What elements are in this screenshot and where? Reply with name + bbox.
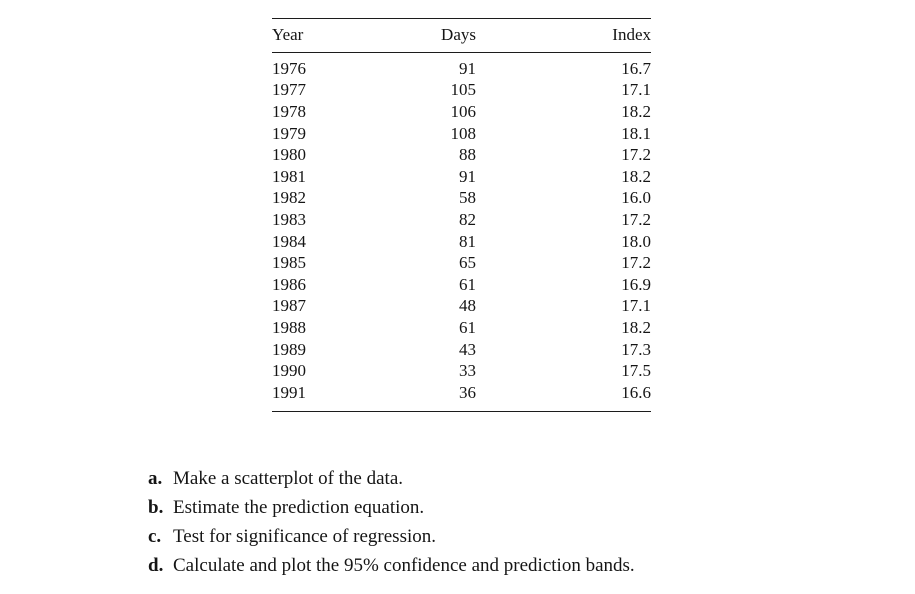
days-cell: 91 <box>459 166 476 186</box>
days-cell: 88 <box>459 145 476 165</box>
table-row: 1978 106 18.2 <box>272 101 651 123</box>
year-cell: 1982 <box>272 188 306 208</box>
index-cell: 18.2 <box>621 101 651 121</box>
days-cell: 58 <box>459 188 476 208</box>
year-cell: 1991 <box>272 381 402 412</box>
table-header: Year Days Index <box>272 18 651 53</box>
year-cell: 1985 <box>272 253 306 273</box>
question-label: d. <box>148 555 164 576</box>
table-row: 1980 88 17.2 <box>272 144 651 166</box>
year-cell: 1976 <box>272 58 306 78</box>
table-row: 1979 108 18.1 <box>272 123 651 145</box>
table-body: 1976 91 16.7 1977 105 17.1 1978 106 18.2 1979 108 1… <box>272 53 651 412</box>
questions-list: a. Make a scatterplot of the data. b. Estim… <box>148 469 828 585</box>
index-cell: 17.1 <box>621 80 651 100</box>
table-row: 1990 33 17.5 <box>272 360 651 382</box>
question-item: c. Test for significance of regression. <box>148 527 828 547</box>
column-header-year: Year <box>272 18 402 53</box>
index-cell: 17.3 <box>621 339 651 359</box>
days-cell: 81 <box>459 231 476 251</box>
index-cell: 18.2 <box>621 317 651 337</box>
index-cell: 17.1 <box>621 296 651 316</box>
days-cell: 61 <box>459 317 476 337</box>
question-text: Estimate the prediction equation. <box>173 497 425 518</box>
year-cell: 1986 <box>272 274 306 294</box>
index-cell: 17.2 <box>621 145 651 165</box>
question-item: d. Calculate and plot the 95% confidence … <box>148 556 828 576</box>
table-row: 1982 58 16.0 <box>272 188 651 210</box>
year-cell: 1981 <box>272 166 306 186</box>
question-label: a. <box>148 468 163 489</box>
year-cell: 1988 <box>272 317 306 337</box>
table-row: 1989 43 17.3 <box>272 339 651 361</box>
table-row: 1991 36 16.6 <box>272 381 651 412</box>
data-table: Year Days Index 1976 91 16.7 1977 105 17.1 197… <box>272 18 651 412</box>
days-cell: 36 <box>402 381 476 412</box>
table-row: 1983 82 17.2 <box>272 209 651 231</box>
question-item: a. Make a scatterplot of the data. <box>148 469 828 489</box>
table-row: 1986 61 16.9 <box>272 274 651 296</box>
table-row: 1985 65 17.2 <box>272 252 651 274</box>
question-label: c. <box>148 526 162 547</box>
question-text: Calculate and plot the 95% confidence an… <box>173 555 635 576</box>
index-cell: 16.7 <box>621 58 651 78</box>
table-row: 1984 81 18.0 <box>272 231 651 253</box>
index-cell: 17.2 <box>621 209 651 229</box>
question-text: Make a scatterplot of the data. <box>173 468 404 489</box>
days-cell: 108 <box>450 123 477 143</box>
question-label: b. <box>148 497 164 518</box>
year-cell: 1984 <box>272 231 306 251</box>
index-cell: 17.2 <box>621 253 651 273</box>
days-cell: 65 <box>459 253 476 273</box>
index-cell: 18.2 <box>621 166 651 186</box>
column-header-days: Days <box>402 18 476 53</box>
year-cell: 1977 <box>272 80 306 100</box>
index-cell: 16.9 <box>621 274 651 294</box>
year-cell: 1990 <box>272 361 306 381</box>
question-item: b. Estimate the prediction equation. <box>148 498 828 518</box>
year-cell: 1983 <box>272 209 306 229</box>
days-cell: 43 <box>459 339 476 359</box>
days-cell: 48 <box>459 296 476 316</box>
column-header-index: Index <box>476 18 651 53</box>
table-row: 1981 91 18.2 <box>272 166 651 188</box>
table-header-row: Year Days Index <box>272 18 651 53</box>
index-cell: 16.6 <box>476 381 651 412</box>
index-cell: 17.5 <box>621 361 651 381</box>
days-cell: 105 <box>450 80 477 100</box>
table-row: 1988 61 18.2 <box>272 317 651 339</box>
days-cell: 33 <box>459 361 476 381</box>
year-cell: 1987 <box>272 296 306 316</box>
days-cell: 91 <box>459 58 476 78</box>
days-cell: 61 <box>459 274 476 294</box>
days-cell: 106 <box>450 101 477 121</box>
index-cell: 18.1 <box>621 123 651 143</box>
days-cell: 82 <box>459 209 476 229</box>
index-cell: 16.0 <box>621 188 651 208</box>
year-cell: 1989 <box>272 339 306 359</box>
table-row: 1976 91 16.7 <box>272 53 651 80</box>
index-cell: 18.0 <box>621 231 651 251</box>
question-text: Test for significance of regression. <box>173 526 436 547</box>
year-cell: 1979 <box>272 123 306 143</box>
year-cell: 1978 <box>272 101 306 121</box>
year-cell: 1980 <box>272 145 306 165</box>
table-row: 1977 105 17.1 <box>272 80 651 102</box>
table-row: 1987 48 17.1 <box>272 296 651 318</box>
